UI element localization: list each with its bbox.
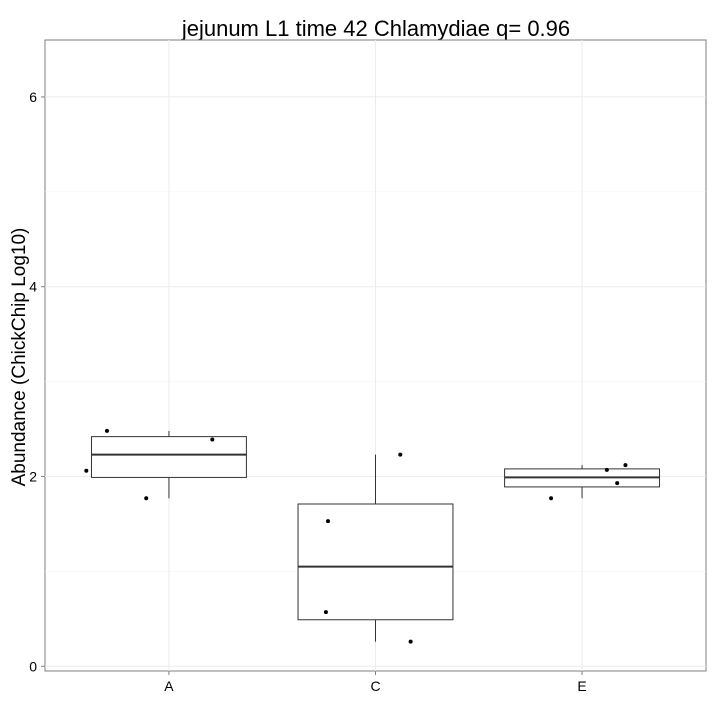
data-point bbox=[104, 428, 109, 433]
y-axis-ticks: 0 2 4 6 bbox=[29, 89, 45, 674]
data-point bbox=[210, 437, 215, 442]
data-point bbox=[323, 610, 328, 615]
y-tick-label: 6 bbox=[29, 89, 37, 105]
data-point bbox=[408, 639, 413, 644]
box-iqr bbox=[90, 436, 247, 478]
data-point bbox=[604, 467, 609, 472]
y-tick-label: 4 bbox=[29, 279, 37, 295]
box-iqr bbox=[297, 503, 454, 621]
box-C bbox=[297, 454, 454, 642]
data-point bbox=[325, 519, 330, 524]
data-point bbox=[623, 463, 628, 468]
points-layer bbox=[84, 428, 628, 644]
box-E bbox=[504, 465, 661, 499]
data-point bbox=[615, 481, 620, 486]
data-point bbox=[84, 468, 89, 473]
y-tick-label: 0 bbox=[29, 658, 37, 674]
box-A bbox=[90, 430, 247, 499]
y-axis-label: Abundance (ChickChip Log10) bbox=[9, 228, 30, 487]
data-point bbox=[144, 496, 149, 501]
x-tick-label: E bbox=[577, 678, 586, 694]
y-tick-label: 2 bbox=[29, 468, 37, 484]
data-point bbox=[398, 452, 403, 457]
chart-title: jejunum L1 time 42 Chlamydiae q= 0.96 bbox=[181, 16, 570, 41]
x-tick-label: A bbox=[164, 678, 174, 694]
grid-lines bbox=[45, 40, 706, 671]
x-tick-label: C bbox=[370, 678, 380, 694]
boxes-layer bbox=[90, 430, 661, 642]
data-point bbox=[549, 496, 554, 501]
